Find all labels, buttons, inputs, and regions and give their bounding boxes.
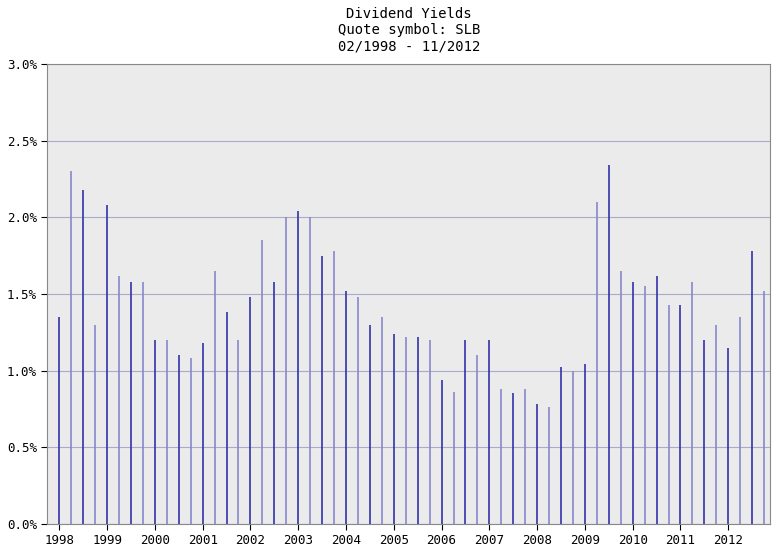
- Title: Dividend Yields
Quote symbol: SLB
02/1998 - 11/2012: Dividend Yields Quote symbol: SLB 02/199…: [337, 7, 480, 53]
